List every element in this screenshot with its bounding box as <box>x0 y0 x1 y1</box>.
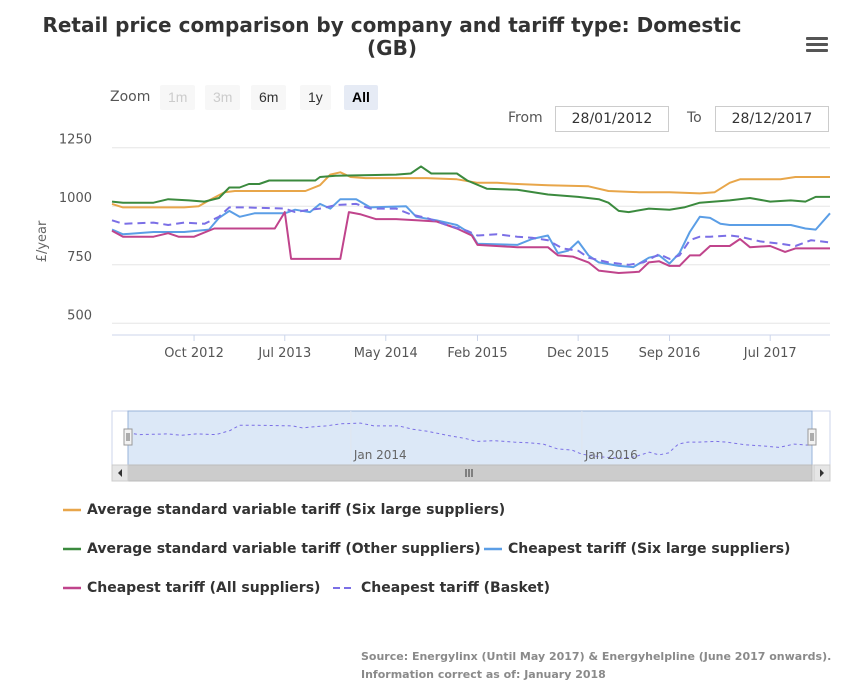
x-tick-label: Sep 2016 <box>639 346 701 361</box>
legend-line-icon <box>63 586 81 590</box>
x-tick-label: Oct 2012 <box>164 346 224 361</box>
navigator-selection[interactable] <box>127 410 813 466</box>
navigator-tick-label: Jan 2016 <box>584 448 638 462</box>
legend-label: Cheapest tariff (Six large suppliers) <box>508 541 791 557</box>
legend-line-icon <box>63 547 81 551</box>
zoom-1m-button[interactable]: 1m <box>160 85 196 110</box>
zoom-6m-button[interactable]: 6m <box>251 85 287 110</box>
chart-title: Retail price comparison by company and t… <box>42 13 742 60</box>
zoom-1y-button[interactable]: 1y <box>300 85 331 110</box>
y-axis-label: £/year <box>35 220 50 262</box>
chart-plot: 500 750 1000 1250 Oct 2012 Jul 2013 May 2014 Fe… <box>35 133 831 482</box>
scrollbar-thumb[interactable] <box>127 464 813 482</box>
source-line: Source: Energylinx (Until May 2017) & En… <box>361 650 832 663</box>
navigator-handle-left[interactable] <box>123 428 133 446</box>
series-line-six-large-svt[interactable] <box>111 171 830 209</box>
legend-line-icon <box>484 547 502 551</box>
y-tick-label: 1000 <box>59 191 92 206</box>
zoom-all-button[interactable]: All <box>344 85 378 110</box>
navigator-handle-right[interactable] <box>807 428 817 446</box>
x-tick-label: Dec 2015 <box>547 346 609 361</box>
from-label: From <box>508 110 543 126</box>
series-line-other-svt[interactable] <box>111 165 830 214</box>
from-date-input[interactable]: 28/01/2012 <box>555 106 669 132</box>
navigator-tick-label: Jan 2014 <box>353 448 407 462</box>
legend-item-cheapest-basket[interactable]: Cheapest tariff (Basket) <box>333 580 550 596</box>
legend-item-cheapest-six[interactable]: Cheapest tariff (Six large suppliers) <box>484 541 790 557</box>
source-note: Source: Energylinx (Until May 2017) & En… <box>361 648 831 684</box>
legend-item-cheapest-all[interactable]: Cheapest tariff (All suppliers) <box>63 580 320 596</box>
hamburger-icon[interactable] <box>804 34 830 56</box>
to-label: To <box>687 110 702 126</box>
x-tick-label: Jul 2017 <box>743 346 797 361</box>
chevron-left-icon <box>118 469 122 477</box>
y-tick-label: 500 <box>67 308 92 323</box>
legend-label: Cheapest tariff (All suppliers) <box>87 580 321 596</box>
x-tick-label: Jul 2013 <box>257 346 311 361</box>
legend-label: Cheapest tariff (Basket) <box>361 580 551 596</box>
series-line-cheapest-basket[interactable] <box>111 202 831 266</box>
chevron-right-icon <box>820 469 824 477</box>
legend-line-icon <box>333 587 355 589</box>
to-date-input[interactable]: 28/12/2017 <box>715 106 829 132</box>
y-tick-label: 750 <box>67 250 92 265</box>
zoom-3m-button[interactable]: 3m <box>205 85 241 110</box>
legend-label: Average standard variable tariff (Six la… <box>87 502 506 518</box>
legend-label: Average standard variable tariff (Other … <box>87 541 481 557</box>
x-tick-label: Feb 2015 <box>447 346 507 361</box>
series-line-cheapest-all[interactable] <box>111 211 830 274</box>
legend-item-six-large-svt[interactable]: Average standard variable tariff (Six la… <box>63 502 505 518</box>
series-line-cheapest-six[interactable] <box>111 198 831 269</box>
navigator-series-line <box>127 422 813 459</box>
zoom-label: Zoom <box>110 89 151 105</box>
source-date-line: Information correct as of: January 2018 <box>361 668 606 681</box>
y-tick-label: 1250 <box>59 133 92 148</box>
x-tick-label: May 2014 <box>354 346 418 361</box>
legend-item-other-svt[interactable]: Average standard variable tariff (Other … <box>63 541 481 557</box>
legend-line-icon <box>63 508 81 512</box>
